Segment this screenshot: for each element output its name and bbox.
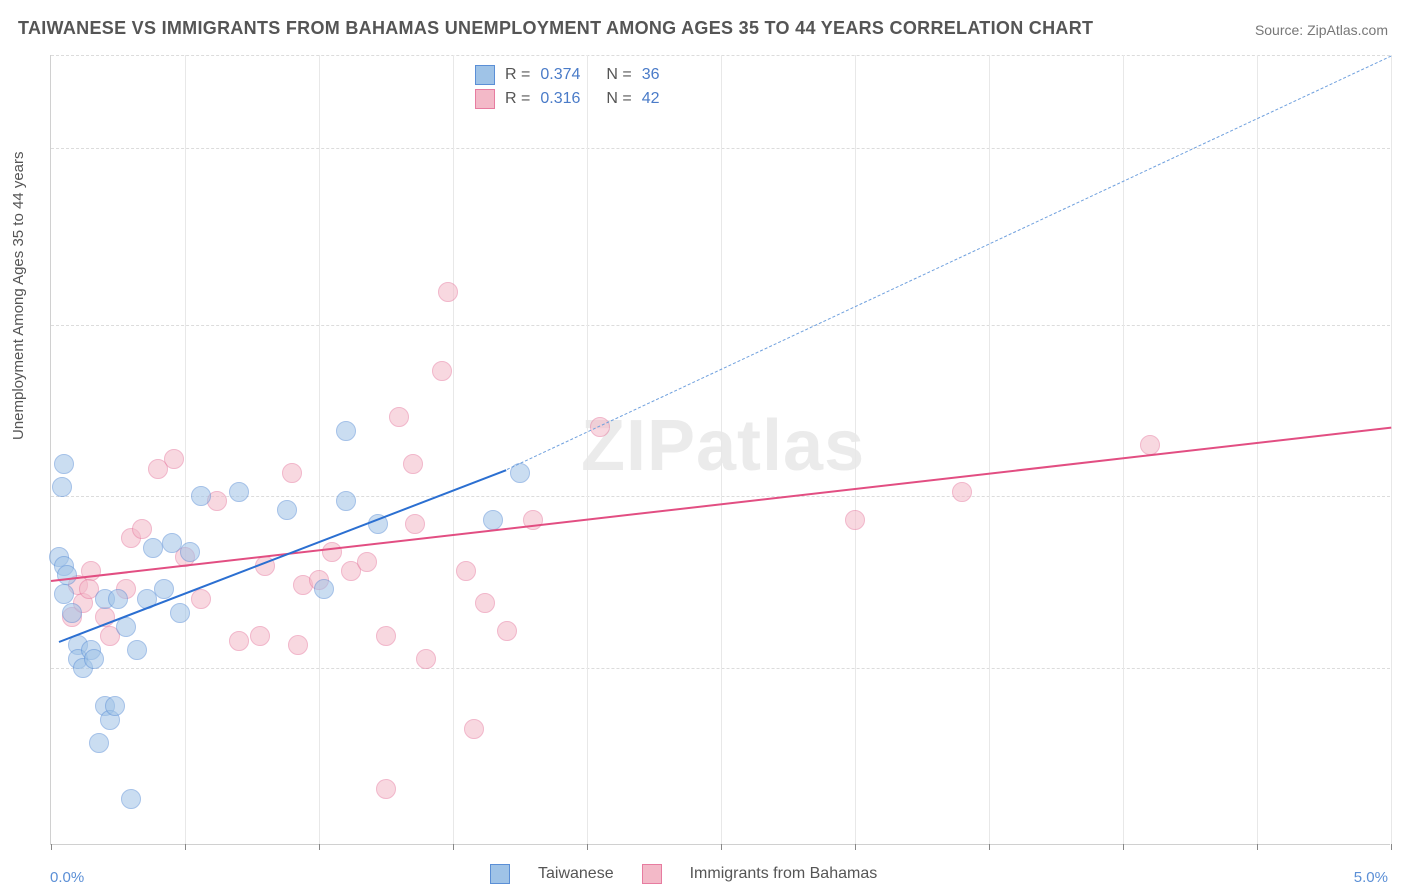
scatter-point bbox=[164, 449, 184, 469]
legend-row-bahamas: R = 0.316 N = 42 bbox=[475, 87, 660, 111]
gridline bbox=[185, 55, 186, 844]
scatter-point bbox=[288, 635, 308, 655]
scatter-point bbox=[357, 552, 377, 572]
x-tick bbox=[1257, 844, 1258, 850]
scatter-point bbox=[162, 533, 182, 553]
gridline bbox=[319, 55, 320, 844]
r-value-taiwanese: 0.374 bbox=[540, 66, 580, 84]
scatter-point bbox=[52, 477, 72, 497]
scatter-point bbox=[376, 626, 396, 646]
x-tick bbox=[721, 844, 722, 850]
gridline bbox=[453, 55, 454, 844]
scatter-point bbox=[54, 454, 74, 474]
scatter-point bbox=[590, 417, 610, 437]
x-tick bbox=[51, 844, 52, 850]
x-axis-min-label: 0.0% bbox=[50, 869, 84, 886]
scatter-point bbox=[170, 603, 190, 623]
scatter-point bbox=[277, 500, 297, 520]
x-tick bbox=[1123, 844, 1124, 850]
scatter-point bbox=[483, 510, 503, 530]
scatter-point bbox=[54, 584, 74, 604]
trend-line bbox=[59, 469, 507, 643]
scatter-point bbox=[336, 421, 356, 441]
scatter-point bbox=[376, 779, 396, 799]
r-value-bahamas: 0.316 bbox=[540, 90, 580, 108]
scatter-point bbox=[322, 542, 342, 562]
scatter-point bbox=[403, 454, 423, 474]
legend-row-taiwanese: R = 0.374 N = 36 bbox=[475, 63, 660, 87]
swatch-bahamas bbox=[475, 89, 495, 109]
scatter-point bbox=[154, 579, 174, 599]
series-legend: Taiwanese Immigrants from Bahamas bbox=[490, 864, 877, 884]
swatch-bahamas bbox=[642, 864, 662, 884]
n-value-taiwanese: 36 bbox=[642, 66, 660, 84]
scatter-point bbox=[132, 519, 152, 539]
scatter-point bbox=[121, 789, 141, 809]
swatch-taiwanese bbox=[490, 864, 510, 884]
scatter-point bbox=[89, 733, 109, 753]
scatter-point bbox=[84, 649, 104, 669]
source-attribution: Source: ZipAtlas.com bbox=[1255, 22, 1388, 38]
x-tick bbox=[1391, 844, 1392, 850]
scatter-point bbox=[845, 510, 865, 530]
r-label: R = bbox=[505, 66, 530, 84]
gridline bbox=[1123, 55, 1124, 844]
x-tick bbox=[453, 844, 454, 850]
scatter-point bbox=[475, 593, 495, 613]
scatter-point bbox=[250, 626, 270, 646]
gridline bbox=[1257, 55, 1258, 844]
swatch-taiwanese bbox=[475, 65, 495, 85]
gridline bbox=[989, 55, 990, 844]
correlation-legend: R = 0.374 N = 36 R = 0.316 N = 42 bbox=[475, 63, 660, 111]
chart-plot-area: ZIPatlas 3.8%7.5%11.2%15.0% bbox=[50, 55, 1390, 845]
scatter-point bbox=[405, 514, 425, 534]
scatter-point bbox=[191, 589, 211, 609]
scatter-point bbox=[464, 719, 484, 739]
x-tick bbox=[989, 844, 990, 850]
gridline bbox=[587, 55, 588, 844]
n-label: N = bbox=[606, 90, 631, 108]
scatter-point bbox=[497, 621, 517, 641]
legend-label-taiwanese: Taiwanese bbox=[538, 865, 614, 883]
x-axis-max-label: 5.0% bbox=[1354, 869, 1388, 886]
scatter-point bbox=[180, 542, 200, 562]
scatter-point bbox=[438, 282, 458, 302]
chart-title: TAIWANESE VS IMMIGRANTS FROM BAHAMAS UNE… bbox=[18, 18, 1093, 39]
gridline bbox=[855, 55, 856, 844]
scatter-point bbox=[143, 538, 163, 558]
scatter-point bbox=[952, 482, 972, 502]
scatter-point bbox=[229, 631, 249, 651]
trend-line bbox=[506, 55, 1391, 469]
n-label: N = bbox=[606, 66, 631, 84]
r-label: R = bbox=[505, 90, 530, 108]
x-tick bbox=[185, 844, 186, 850]
x-tick bbox=[319, 844, 320, 850]
gridline bbox=[721, 55, 722, 844]
scatter-point bbox=[432, 361, 452, 381]
scatter-point bbox=[389, 407, 409, 427]
scatter-point bbox=[127, 640, 147, 660]
legend-label-bahamas: Immigrants from Bahamas bbox=[690, 865, 878, 883]
scatter-point bbox=[314, 579, 334, 599]
scatter-point bbox=[229, 482, 249, 502]
scatter-point bbox=[108, 589, 128, 609]
scatter-point bbox=[416, 649, 436, 669]
scatter-point bbox=[336, 491, 356, 511]
watermark: ZIPatlas bbox=[581, 405, 865, 487]
scatter-point bbox=[456, 561, 476, 581]
x-tick bbox=[587, 844, 588, 850]
gridline bbox=[1391, 55, 1392, 844]
scatter-point bbox=[282, 463, 302, 483]
y-axis-label: Unemployment Among Ages 35 to 44 years bbox=[10, 151, 27, 440]
scatter-point bbox=[191, 486, 211, 506]
scatter-point bbox=[62, 603, 82, 623]
scatter-point bbox=[57, 565, 77, 585]
x-tick bbox=[855, 844, 856, 850]
scatter-point bbox=[105, 696, 125, 716]
n-value-bahamas: 42 bbox=[642, 90, 660, 108]
